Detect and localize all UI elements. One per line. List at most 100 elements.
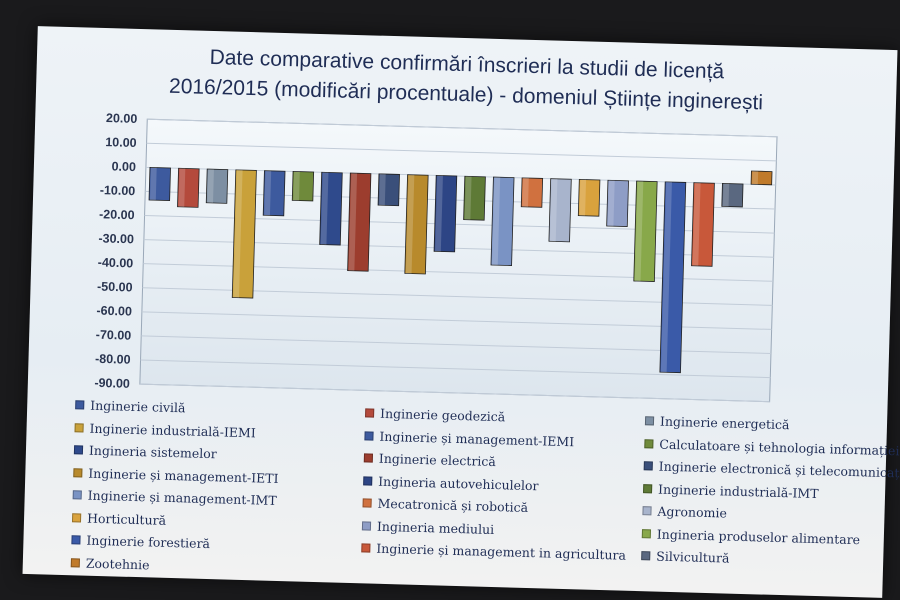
projection-screen: Date comparative confirmări înscrieri la… xyxy=(22,26,900,598)
legend-swatch xyxy=(364,430,374,441)
bar xyxy=(291,171,315,202)
legend-label: Horticultură xyxy=(86,510,167,528)
y-tick-label: 20.00 xyxy=(106,111,138,126)
bar xyxy=(659,181,687,374)
bar xyxy=(548,178,572,243)
y-tick-label: -90.00 xyxy=(94,376,130,391)
legend-label: Agronomie xyxy=(657,503,728,521)
legend-label: Silvicultură xyxy=(656,548,730,566)
bar-highlight xyxy=(293,171,300,201)
bar xyxy=(750,170,773,186)
legend-swatch xyxy=(361,520,372,531)
legend-label: Calculatoare și tehnologia informației xyxy=(659,436,900,458)
legend-item: Inginerie energetică xyxy=(644,413,790,433)
bar xyxy=(433,175,458,253)
legend-label: Inginerie electrică xyxy=(378,450,497,470)
legend-item: Inginerie civilă xyxy=(75,397,186,415)
legend-swatch xyxy=(73,467,83,478)
legend-swatch xyxy=(361,543,371,553)
legend-swatch xyxy=(643,483,653,493)
bar-highlight xyxy=(150,167,157,201)
chart-legend: Inginerie civilă Inginerie geodezică Ingin… xyxy=(70,397,900,589)
bar-highlight xyxy=(607,180,615,227)
bar xyxy=(404,174,429,275)
legend-label: Zootehnie xyxy=(85,555,150,572)
legend-swatch xyxy=(644,416,655,426)
legend-label: Ingineria mediului xyxy=(376,518,495,537)
bar-chart: 20.00 10.00 0.00 -10.00 -20.00 -30.00 -40.00 -5… xyxy=(94,111,778,403)
legend-label: Inginerie industrială-IMT xyxy=(657,481,819,501)
y-tick-label: -50.00 xyxy=(97,279,133,294)
bar xyxy=(177,167,200,208)
bar-highlight xyxy=(379,173,386,206)
legend-item: Inginerie electronică și telecomunicații xyxy=(643,458,900,481)
bar xyxy=(633,180,658,282)
bar-highlight xyxy=(634,181,644,282)
legend-item: Horticultură xyxy=(71,510,167,528)
y-tick-label: -10.00 xyxy=(100,183,136,198)
bar xyxy=(463,175,486,221)
bar xyxy=(319,171,343,246)
legend-item: Inginerie și management-IEMI xyxy=(364,428,574,449)
legend-swatch xyxy=(72,490,82,500)
legend-item: Mecatronică și robotică xyxy=(362,495,528,515)
legend-swatch xyxy=(71,512,82,522)
legend-label: Inginerie industrială-IEMI xyxy=(89,420,256,440)
bar xyxy=(231,169,257,299)
legend-label: Ingineria sistemelor xyxy=(88,442,218,462)
legend-item: Ingineria mediului xyxy=(361,518,495,537)
y-tick-label: 10.00 xyxy=(105,135,137,150)
bar xyxy=(520,177,544,208)
bar-highlight xyxy=(320,172,329,245)
legend-item: Inginerie electrică xyxy=(363,450,497,470)
legend-swatch xyxy=(362,498,372,508)
gridline xyxy=(140,359,771,379)
y-tick-label: -80.00 xyxy=(95,352,131,367)
legend-item: Inginerie și management-IMT xyxy=(72,487,277,508)
legend-swatch xyxy=(363,475,373,486)
legend-item: Inginerie geodezică xyxy=(365,405,506,425)
bar xyxy=(205,168,229,204)
legend-label: Ingineria produselor alimentare xyxy=(656,526,861,547)
bar xyxy=(262,170,286,217)
bar-highlight xyxy=(207,169,214,203)
gridline xyxy=(146,142,777,162)
legend-label: Inginerie civilă xyxy=(90,397,186,416)
legend-swatch xyxy=(73,445,84,455)
legend-item: Ingineria produselor alimentare xyxy=(641,526,861,547)
legend-item: Ingineria sistemelor xyxy=(73,442,218,462)
bar-highlight xyxy=(722,183,730,207)
legend-item: Inginerie forestieră xyxy=(71,532,210,551)
legend-label: Inginerie energetică xyxy=(659,413,790,433)
legend-label: Inginerie geodezică xyxy=(379,405,506,425)
legend-swatch xyxy=(641,528,652,538)
legend-item: Inginerie și management-IETI xyxy=(73,465,279,485)
legend-item: Agronomie xyxy=(642,503,728,521)
legend-swatch xyxy=(363,453,374,463)
y-tick-label: -20.00 xyxy=(99,207,135,222)
legend-swatch xyxy=(641,551,651,561)
legend-item: Inginerie industrială-IMT xyxy=(643,481,819,501)
bar-highlight xyxy=(264,170,272,216)
legend-swatch xyxy=(642,506,652,516)
bar xyxy=(577,179,601,217)
legend-swatch xyxy=(75,400,85,410)
bar xyxy=(721,183,744,208)
legend-swatch xyxy=(644,438,654,448)
bar-highlight xyxy=(522,177,529,207)
gridline xyxy=(139,383,770,403)
bar xyxy=(148,167,171,201)
bar-highlight xyxy=(692,182,701,266)
legend-item: Calculatoare și tehnologia informației xyxy=(644,436,900,458)
bar xyxy=(606,179,629,228)
bar-highlight xyxy=(464,176,472,220)
bar-highlight xyxy=(178,168,186,207)
y-tick-label: -40.00 xyxy=(98,255,134,270)
bar-highlight xyxy=(491,177,501,266)
legend-item: Ingineria autovehiculelor xyxy=(363,473,539,493)
bar-highlight xyxy=(348,173,358,271)
legend-item: Silvicultură xyxy=(641,548,730,566)
legend-item: Zootehnie xyxy=(70,555,150,572)
bar-highlight xyxy=(579,179,587,216)
legend-swatch xyxy=(74,422,84,433)
